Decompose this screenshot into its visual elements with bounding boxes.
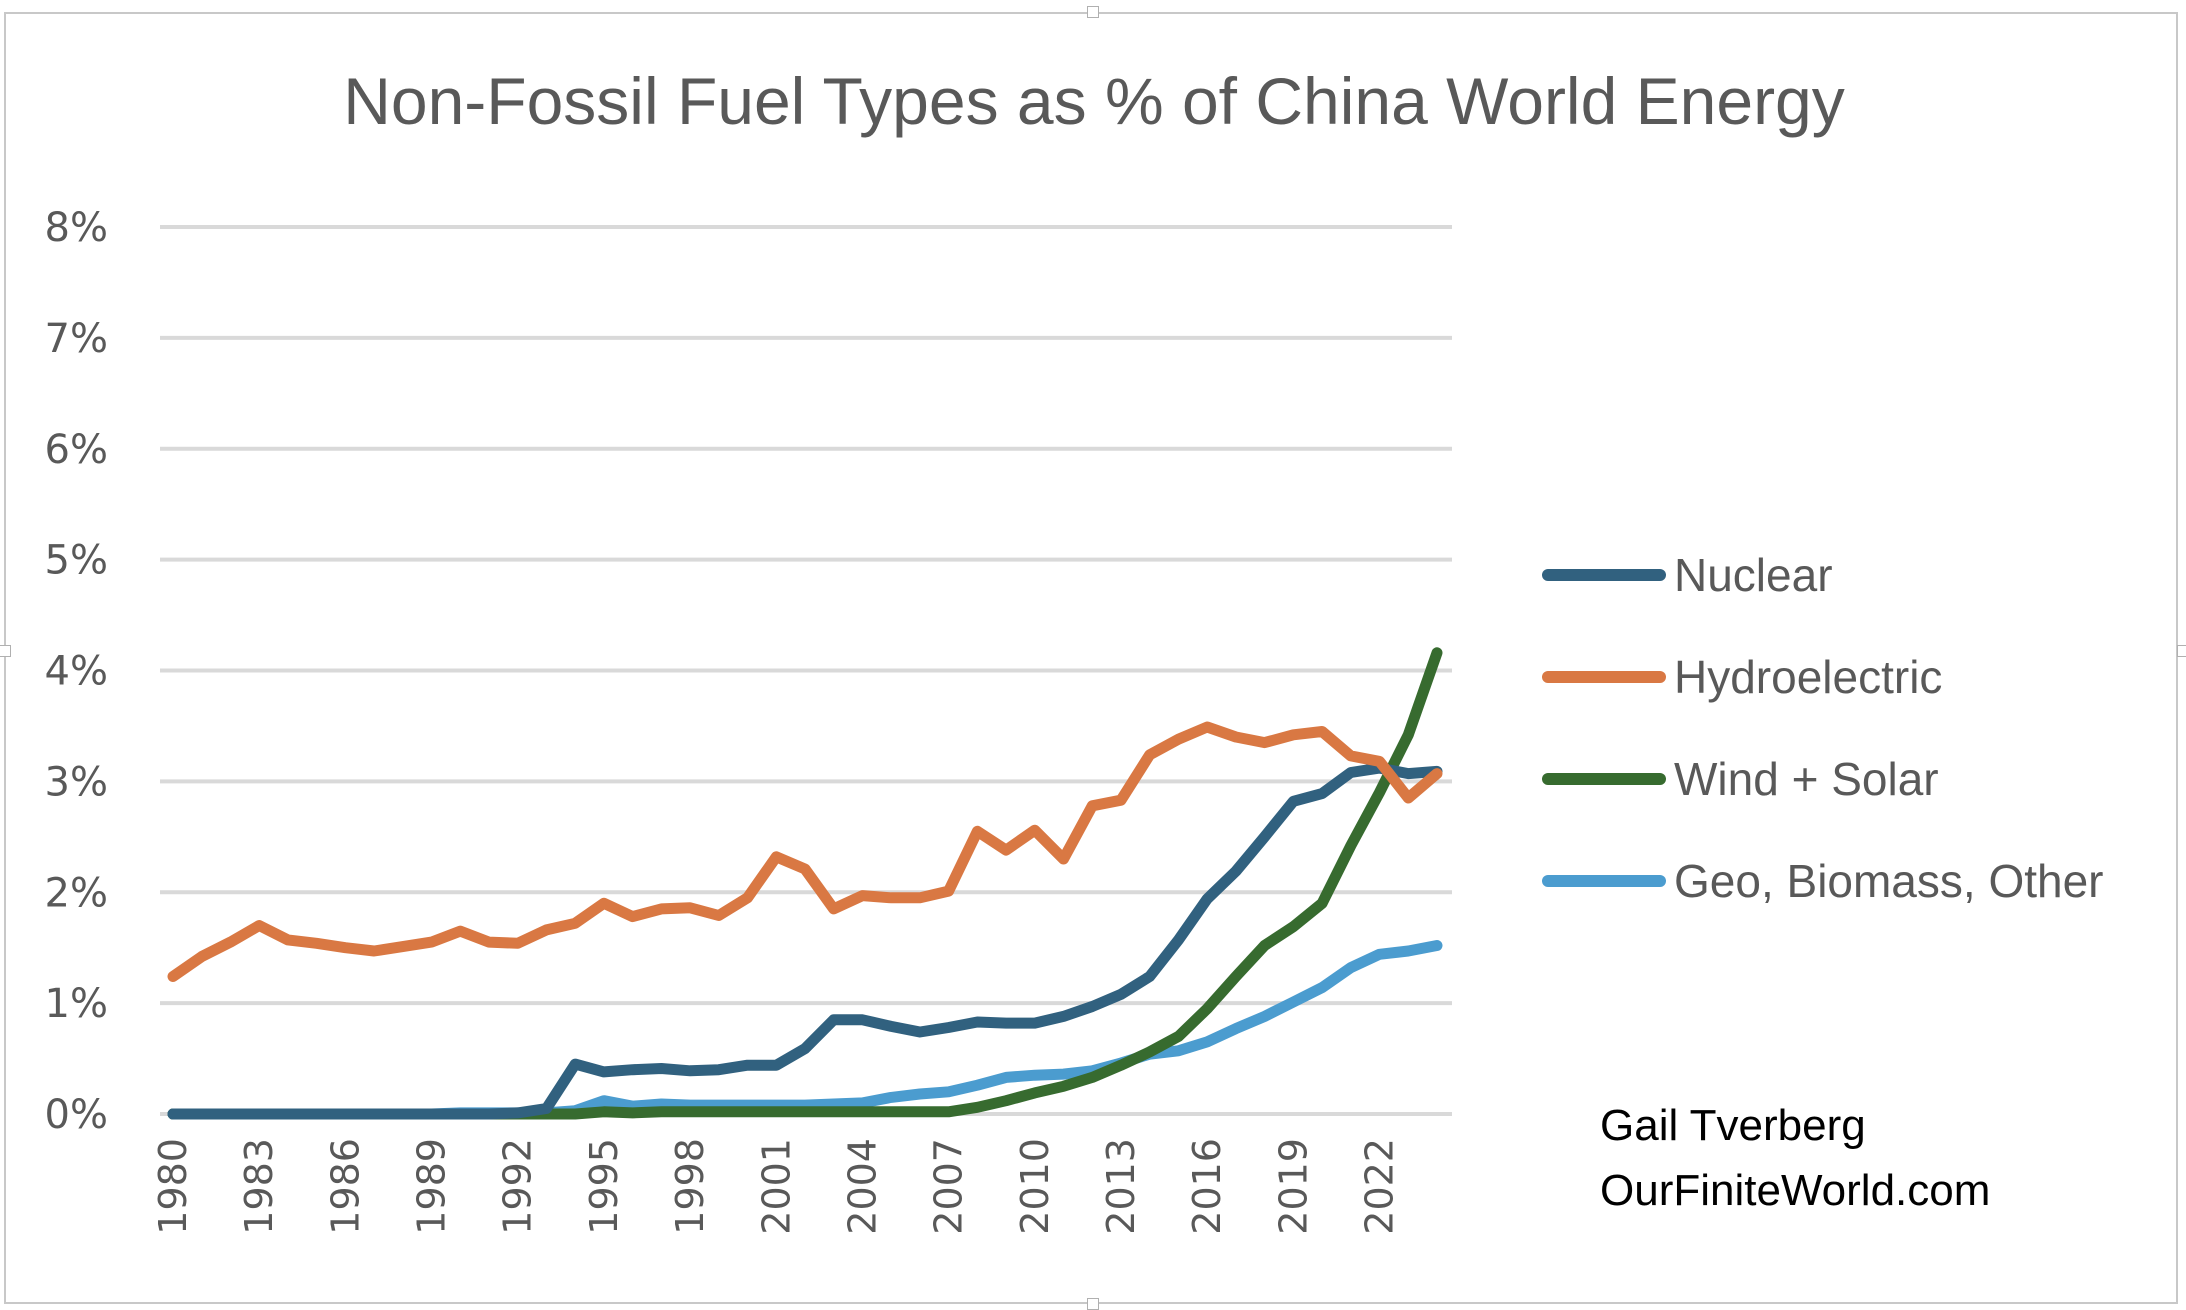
x-tick-label: 1992 (496, 1138, 540, 1235)
legend-item[interactable]: Hydroelectric (1542, 651, 1942, 703)
x-tick-label: 1998 (668, 1138, 712, 1235)
x-tick-label: 1989 (410, 1138, 454, 1235)
resize-handle-left[interactable] (0, 645, 11, 657)
y-tick-label: 4% (45, 649, 108, 695)
legend-item[interactable]: Wind + Solar (1542, 753, 1939, 805)
y-tick-label: 8% (45, 205, 108, 251)
y-tick-label: 6% (45, 427, 108, 473)
x-tick-label: 2004 (840, 1138, 884, 1235)
credit-site: OurFiniteWorld.com (1600, 1166, 1990, 1215)
series-line-hydroelectric (167, 721, 1443, 982)
y-tick-label: 7% (45, 316, 108, 362)
x-tick-label: 2013 (1099, 1138, 1143, 1235)
x-tick-label: 1983 (237, 1138, 281, 1235)
x-tick-label: 2010 (1013, 1138, 1057, 1235)
x-axis-ticks: 1980 1983 1986 1989 1992 1995 1998 2001 2004 2007… (151, 1138, 1402, 1235)
credit-author: Gail Tverberg (1600, 1101, 1866, 1150)
gridlines (160, 225, 1452, 1116)
x-tick-label: 2019 (1271, 1138, 1315, 1235)
y-tick-label: 0% (45, 1092, 108, 1138)
x-tick-label: 1995 (582, 1138, 626, 1235)
legend-label: Geo, Biomass, Other (1674, 855, 2104, 907)
series-line-nuclear (167, 762, 1443, 1120)
y-tick-label: 3% (45, 759, 108, 805)
x-tick-label: 2016 (1185, 1138, 1229, 1235)
x-tick-label: 2001 (754, 1138, 798, 1235)
y-tick-label: 2% (45, 870, 108, 916)
x-tick-label: 2007 (927, 1138, 971, 1235)
legend-label: Hydroelectric (1674, 651, 1942, 703)
legend-item[interactable]: Geo, Biomass, Other (1542, 855, 2104, 907)
y-tick-label: 1% (45, 981, 108, 1027)
legend: Nuclear Hydroelectric Wind + Solar Geo, Bio… (1542, 549, 2104, 907)
resize-handle-right[interactable] (2177, 645, 2186, 657)
legend-item[interactable]: Nuclear (1542, 549, 1833, 601)
x-tick-label: 1980 (151, 1138, 195, 1235)
y-axis-ticks: 0% 1% 2% 3% 4% 5% 6% 7% 8% (45, 205, 108, 1138)
x-tick-label: 2022 (1358, 1138, 1402, 1235)
x-tick-label: 1986 (323, 1138, 367, 1235)
series-lines (167, 647, 1443, 1120)
chart-title: Non-Fossil Fuel Types as % of China Worl… (343, 64, 1845, 138)
y-tick-label: 5% (45, 538, 108, 584)
legend-label: Wind + Solar (1674, 753, 1939, 805)
legend-label: Nuclear (1674, 549, 1833, 601)
resize-handle-top[interactable] (1087, 6, 1099, 18)
